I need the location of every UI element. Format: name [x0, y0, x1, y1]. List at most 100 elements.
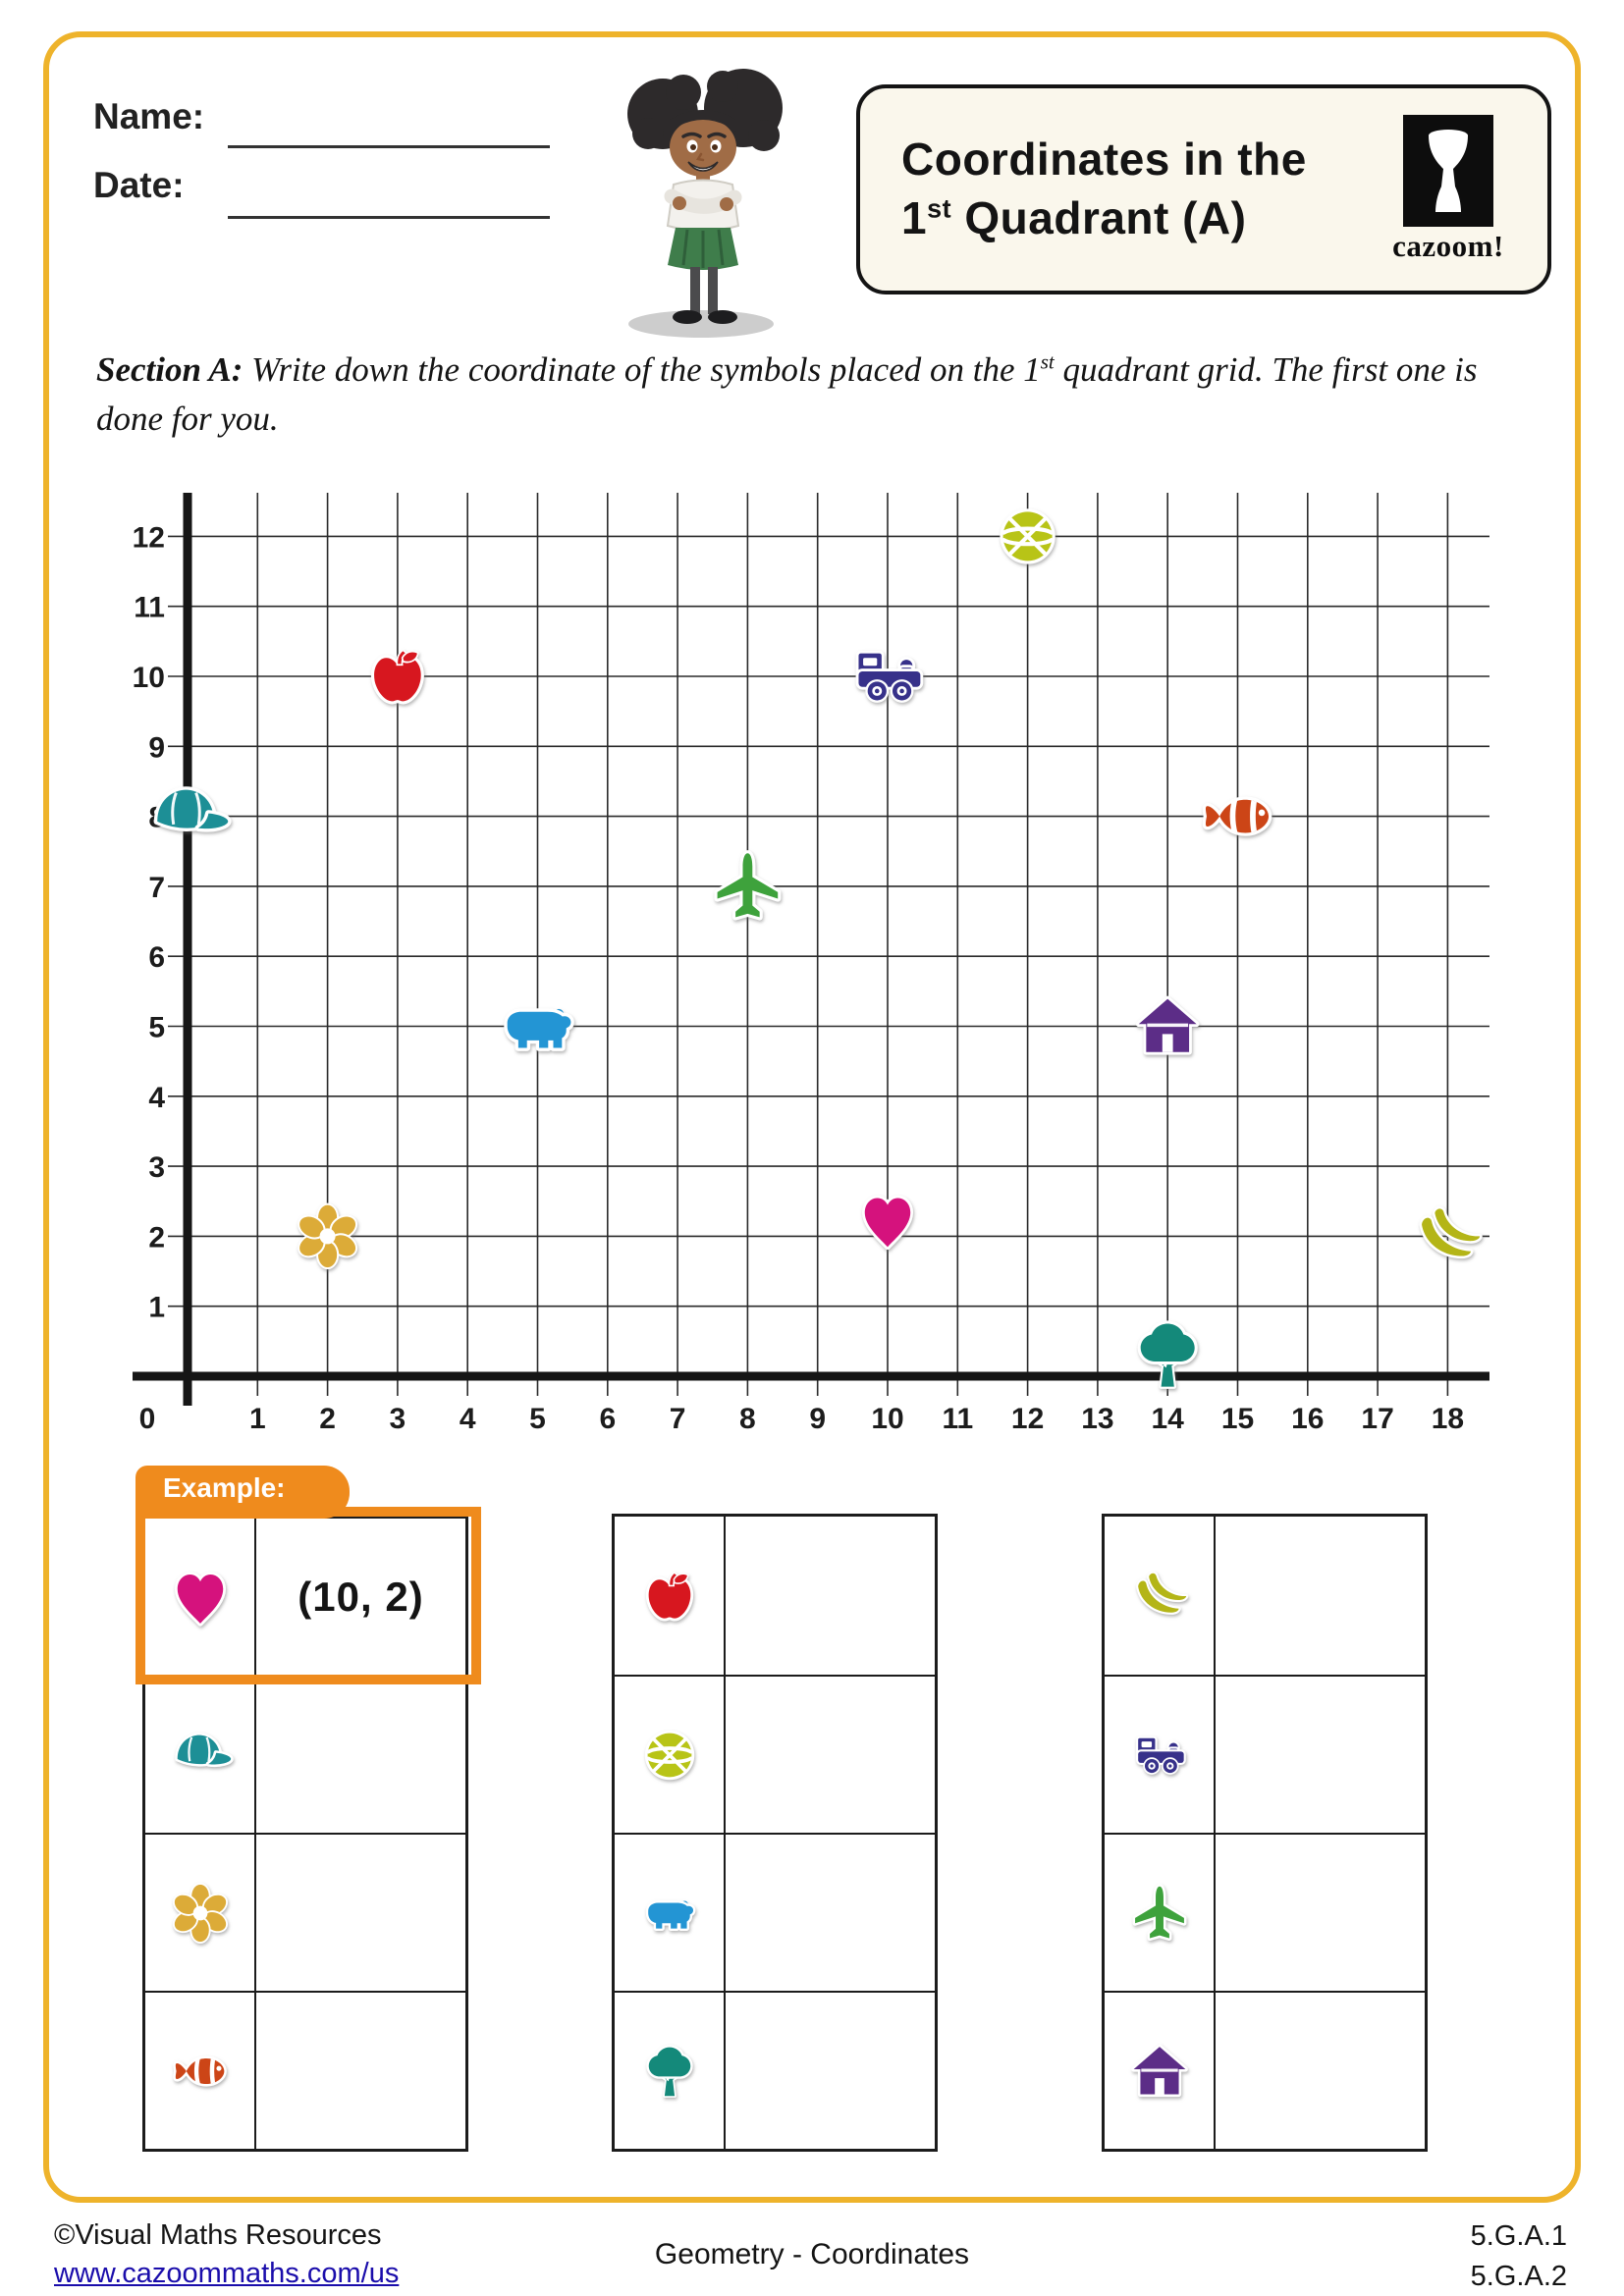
symbol-cell [615, 1677, 726, 1833]
table-row [1105, 1675, 1425, 1833]
basketball-icon [636, 1722, 703, 1789]
axis-tick-label: 2 [148, 1221, 165, 1254]
axis-tick-label: 4 [460, 1403, 476, 1435]
axis-tick-label: 2 [319, 1403, 336, 1435]
grid-symbol-flower [296, 1205, 359, 1268]
answer-cell[interactable] [726, 1835, 935, 1991]
grid-symbol-bananas [1422, 1208, 1480, 1255]
name-input-line[interactable] [228, 145, 550, 148]
axis-tick-label: 11 [134, 592, 165, 624]
footer-standards: 5.G.A.1 5.G.A.2 [1471, 2216, 1567, 2296]
axis-tick-label: 3 [148, 1151, 165, 1184]
symbol-cell [1105, 1517, 1216, 1675]
grid-symbol-cap [157, 790, 228, 829]
axis-tick-label: 12 [133, 521, 165, 554]
section-a-instruction: Section A: Write down the coordinate of … [96, 349, 1478, 438]
plane-icon [1126, 1880, 1193, 1947]
standard-code-2: 5.G.A.2 [1470, 2260, 1567, 2292]
example-tab: Example: [135, 1466, 350, 1519]
cap-icon [167, 1722, 234, 1789]
clownfish-icon [167, 2038, 234, 2105]
name-label: Name: [93, 96, 205, 136]
grid-symbol-plane [718, 853, 779, 917]
table-row [1105, 1517, 1425, 1675]
grid-symbol-basketball [1003, 511, 1053, 561]
axis-tick-label: 1 [148, 1292, 165, 1324]
bananas-icon [1126, 1563, 1193, 1629]
date-input-line[interactable] [228, 216, 550, 219]
symbol-cell [145, 1835, 256, 1991]
answer-cell[interactable] [1216, 1835, 1425, 1991]
standard-code-1: 5.G.A.1 [1470, 2220, 1567, 2252]
axis-tick-label: 13 [1081, 1403, 1113, 1435]
symbol-cell [615, 1993, 726, 2149]
answer-cell[interactable] [256, 1835, 465, 1991]
footer-topic: Geometry - Coordinates [654, 2238, 970, 2270]
axis-tick-label: 14 [1152, 1403, 1185, 1435]
grid-symbol-bear [508, 1009, 571, 1048]
tree-icon [636, 2038, 703, 2105]
apple-icon [636, 1563, 703, 1629]
section-a-label: Section A: [96, 350, 244, 389]
table-row [615, 1675, 935, 1833]
axis-tick-label: 5 [529, 1403, 546, 1435]
table-row [145, 1675, 465, 1833]
answer-table-3 [1102, 1514, 1428, 2152]
answer-cell[interactable] [1216, 1517, 1425, 1675]
axis-tick-label: 11 [942, 1403, 973, 1435]
axis-tick-label: 17 [1361, 1403, 1393, 1435]
axis-tick-label: 12 [1011, 1403, 1044, 1435]
axis-tick-label: 9 [148, 731, 165, 764]
grid-symbol-house [1139, 999, 1197, 1052]
axis-tick-label: 9 [809, 1403, 826, 1435]
table-row [145, 1833, 465, 1991]
axis-tick-label: 8 [739, 1403, 756, 1435]
answer-text: (10, 2) [298, 1573, 424, 1620]
answer-cell[interactable] [1216, 1677, 1425, 1833]
answer-cell[interactable] [256, 1677, 465, 1833]
answer-cell[interactable] [726, 1517, 935, 1675]
symbol-cell [145, 1677, 256, 1833]
grid-symbol-train [858, 654, 920, 701]
heart-icon [167, 1564, 234, 1630]
table-row: (10, 2) [145, 1517, 465, 1675]
axis-tick-label: 10 [871, 1403, 903, 1435]
answer-cell[interactable] [256, 1993, 465, 2149]
answer-table-1: Example: (10, 2) [135, 1466, 481, 2152]
symbol-cell [1105, 1677, 1216, 1833]
axis-tick-label: 16 [1291, 1403, 1324, 1435]
coordinate-grid: 1234567891011121314151617181234567891011… [133, 493, 1489, 1435]
axis-tick-label: 10 [133, 662, 165, 694]
student-illustration [627, 69, 783, 338]
cazoom-logo: cazoom! [1375, 115, 1522, 264]
axis-tick-label: 7 [148, 872, 165, 904]
symbol-cell [615, 1517, 726, 1675]
symbol-cell [145, 1993, 256, 2149]
flower-icon [167, 1880, 234, 1947]
axis-tick-label: 0 [139, 1403, 156, 1435]
grid-symbol-heart [865, 1198, 910, 1247]
kazoo-icon [1429, 130, 1468, 212]
website-link[interactable]: www.cazoommaths.com/us [54, 2258, 400, 2290]
answer-cell[interactable] [1216, 1993, 1425, 2149]
table-row [615, 1833, 935, 1991]
axis-tick-label: 6 [148, 941, 165, 974]
answer-cell[interactable] [726, 1677, 935, 1833]
axis-tick-label: 3 [390, 1403, 406, 1435]
cazoom-logo-mark [1403, 115, 1493, 227]
symbol-cell [1105, 1993, 1216, 2149]
symbol-cell [145, 1519, 256, 1675]
axis-tick-label: 15 [1221, 1403, 1254, 1435]
answer-table-2 [612, 1514, 938, 2152]
symbol-cell [615, 1835, 726, 1991]
answer-cell[interactable] [726, 1993, 935, 2149]
table-row [1105, 1833, 1425, 1991]
copyright-text: ©Visual Maths Resources [54, 2219, 382, 2251]
axis-tick-label: 1 [249, 1403, 266, 1435]
bear-icon [636, 1880, 703, 1947]
train-icon [1126, 1722, 1193, 1789]
title-box: Coordinates in the 1st Quadrant (A) cazo… [856, 84, 1551, 294]
table-row [145, 1991, 465, 2149]
house-icon [1126, 2038, 1193, 2105]
